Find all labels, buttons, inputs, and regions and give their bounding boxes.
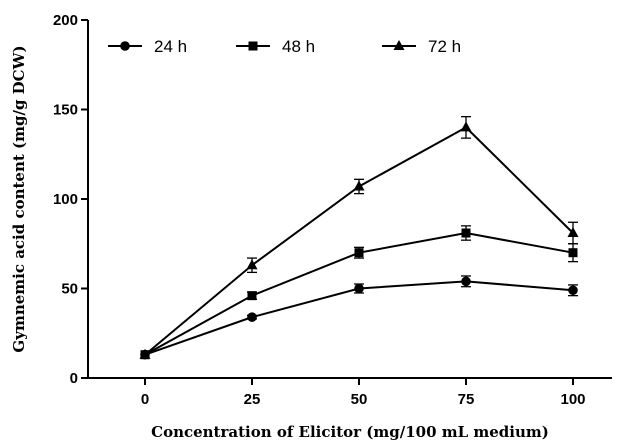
y-tick-label: 50	[61, 281, 78, 298]
legend-label: 24 h	[154, 37, 187, 56]
data-point	[139, 348, 151, 359]
data-point	[568, 285, 578, 296]
y-axis-label: Gymnemic acid content (mg/g DCW)	[10, 45, 28, 352]
x-axis-label: Concentration of Elicitor (mg/100 mL med…	[151, 423, 549, 441]
legend-item: 48 h	[236, 37, 315, 56]
series-72h	[139, 116, 579, 359]
legend-marker	[120, 41, 130, 51]
series-48h	[140, 225, 578, 360]
data-point	[567, 227, 579, 238]
data-point	[354, 248, 364, 258]
y-tick-label: 150	[53, 102, 78, 119]
x-tick-label: 25	[244, 391, 261, 408]
data-point	[461, 228, 471, 238]
y-tick-label: 200	[53, 12, 78, 29]
x-tick-label: 100	[560, 391, 585, 408]
x-tick-label: 0	[141, 391, 149, 408]
legend-label: 72 h	[428, 37, 461, 56]
series-layer	[139, 116, 579, 360]
data-point	[460, 121, 472, 132]
series-24h	[140, 275, 578, 360]
data-point	[353, 180, 365, 191]
y-tick-label: 0	[70, 370, 78, 387]
data-point	[246, 259, 258, 270]
data-point	[247, 291, 257, 301]
x-tick-label: 75	[458, 391, 475, 408]
data-point	[354, 283, 364, 294]
data-point	[461, 276, 471, 287]
legend-item: 24 h	[108, 37, 187, 56]
data-point	[568, 248, 578, 258]
legend-marker	[248, 41, 258, 51]
x-tick-label: 50	[351, 391, 368, 408]
axes	[87, 20, 612, 379]
y-tick-label: 100	[53, 191, 78, 208]
tick-labels: 0 50 100 150 200 0 25 50 75 100	[53, 12, 586, 408]
legend: 24 h 48 h 72 h	[108, 37, 461, 56]
data-point	[247, 312, 257, 322]
legend-item: 72 h	[382, 37, 461, 56]
legend-marker	[393, 40, 405, 50]
legend-label: 48 h	[282, 37, 315, 56]
